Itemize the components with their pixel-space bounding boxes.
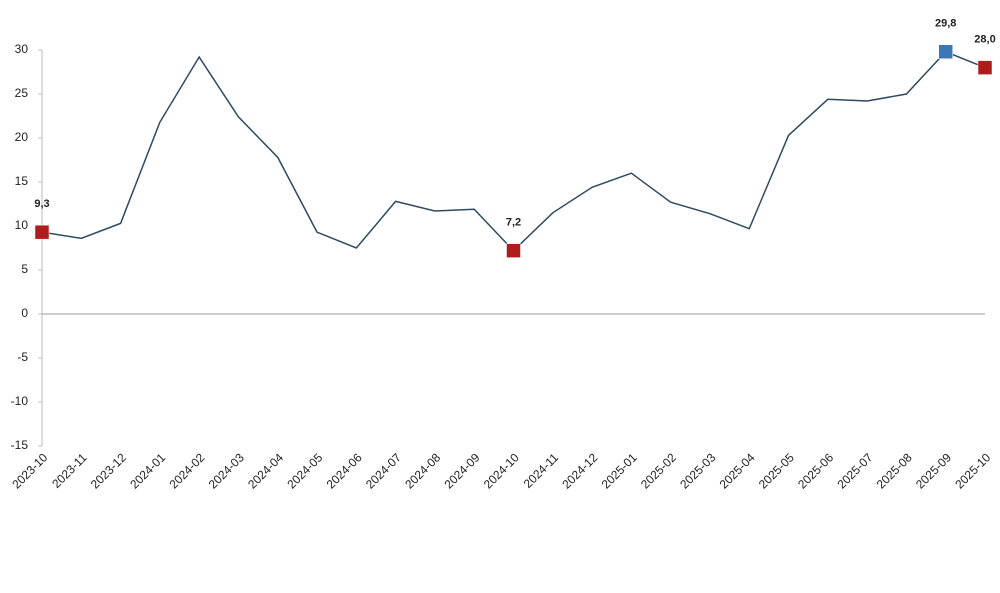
x-tick-label: 2024-12 [559, 450, 600, 491]
x-tick-label: 2024-10 [481, 450, 522, 491]
value-label: 29,8 [935, 18, 956, 30]
y-tick-label: -15 [11, 438, 29, 452]
marker [938, 44, 953, 60]
x-tick-label: 2024-04 [245, 450, 286, 491]
x-tick-label: 2023-12 [88, 450, 129, 491]
y-tick-label: 30 [15, 42, 29, 56]
x-tick-label: 2024-07 [363, 450, 404, 491]
y-tick-label: -10 [11, 394, 29, 408]
y-tick-label: 10 [15, 218, 29, 232]
x-tick-label: 2024-11 [521, 450, 562, 491]
x-tick-label: 2024-08 [402, 450, 443, 491]
x-tick-label: 2024-06 [324, 450, 365, 491]
x-tick-label: 2025-02 [638, 450, 679, 491]
y-tick-label: 5 [21, 262, 28, 276]
y-tick-label: 15 [15, 174, 29, 188]
value-label: 9,3 [34, 198, 49, 210]
y-tick-label: 25 [15, 86, 29, 100]
x-tick-label: 2024-02 [166, 450, 207, 491]
x-tick-label: 2025-10 [952, 450, 993, 491]
x-tick-label: 2024-09 [442, 450, 483, 491]
x-tick-label: 2025-05 [756, 450, 797, 491]
x-tick-label: 2025-04 [717, 450, 758, 491]
x-tick-label: 2024-01 [127, 450, 168, 491]
x-tick-label: 2025-07 [834, 450, 875, 491]
x-tick-label: 2025-01 [599, 450, 640, 491]
y-tick-label: 0 [21, 306, 28, 320]
x-tick-label: 2025-03 [677, 450, 718, 491]
value-label: 7,2 [506, 217, 521, 229]
x-tick-label: 2023-10 [9, 450, 50, 491]
x-tick-label: 2025-06 [795, 450, 836, 491]
y-tick-label: 20 [15, 130, 29, 144]
x-tick-label: 2025-08 [874, 450, 915, 491]
marker [506, 243, 521, 258]
x-tick-label: 2024-03 [206, 450, 247, 491]
marker [34, 224, 50, 240]
x-tick-label: 2024-05 [284, 450, 325, 491]
x-tick-label: 2025-09 [913, 450, 954, 491]
marker [977, 60, 993, 75]
y-tick-label: -5 [17, 350, 28, 364]
value-label: 28,0 [974, 34, 995, 46]
x-tick-label: 2023-11 [49, 450, 90, 491]
